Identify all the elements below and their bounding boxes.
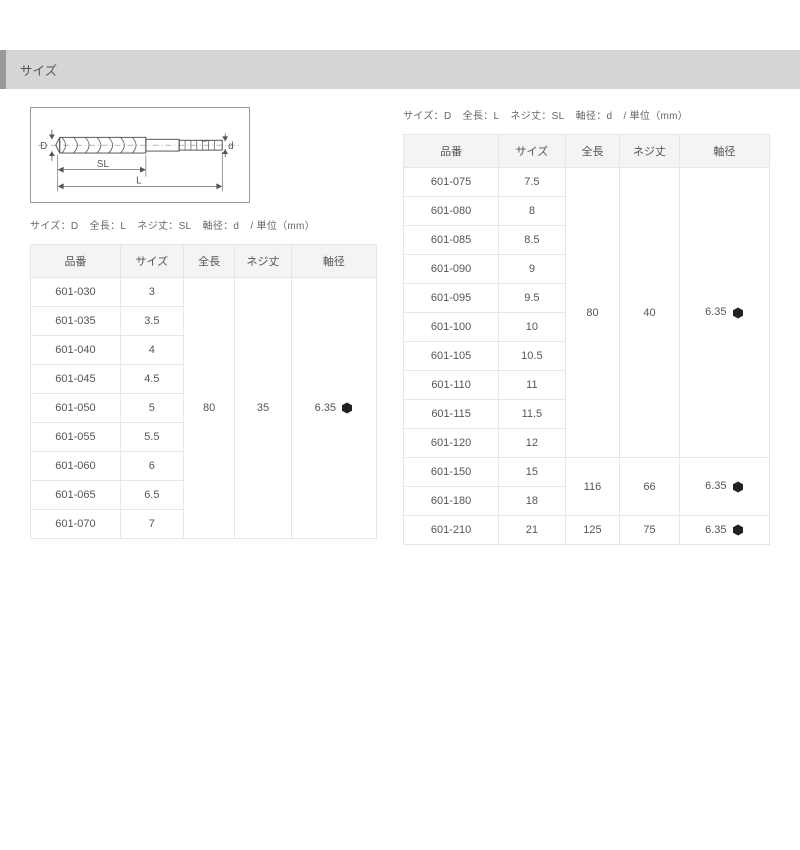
diagram-label-D: D <box>40 141 47 152</box>
cell-size: 4.5 <box>120 365 183 394</box>
left-column: D <box>30 107 377 545</box>
cell-part: 601-210 <box>404 516 499 545</box>
cell-part: 601-110 <box>404 371 499 400</box>
cell-thread: 35 <box>235 278 291 539</box>
table-row: 601-21021125756.35 <box>404 516 770 545</box>
cell-length: 80 <box>565 168 620 458</box>
diagram-label-SL: SL <box>97 159 110 170</box>
cell-part: 601-120 <box>404 429 499 458</box>
legend-length: 全長：L <box>90 221 127 232</box>
cell-length: 116 <box>565 458 620 516</box>
cell-part: 601-050 <box>31 394 121 423</box>
cell-size: 11.5 <box>499 400 566 429</box>
cell-part: 601-090 <box>404 255 499 284</box>
col-thread: ネジ丈 <box>620 135 679 168</box>
cell-size: 6.5 <box>120 481 183 510</box>
cell-part: 601-035 <box>31 307 121 336</box>
col-shank: 軸径 <box>679 135 769 168</box>
cell-size: 5.5 <box>120 423 183 452</box>
legend-thread: ネジ丈：SL <box>510 111 564 122</box>
cell-part: 601-075 <box>404 168 499 197</box>
content-area: D <box>0 107 800 545</box>
cell-length: 125 <box>565 516 620 545</box>
cell-shank: 6.35 <box>291 278 376 539</box>
cell-size: 7.5 <box>499 168 566 197</box>
legend-right: サイズ：D 全長：L ネジ丈：SL 軸径：d / 単位（mm） <box>403 107 770 122</box>
legend-size: サイズ：D <box>403 111 451 122</box>
col-part: 品番 <box>404 135 499 168</box>
cell-part: 601-180 <box>404 487 499 516</box>
cell-shank: 6.35 <box>679 516 769 545</box>
cell-size: 11 <box>499 371 566 400</box>
cell-size: 10.5 <box>499 342 566 371</box>
col-thread: ネジ丈 <box>235 245 291 278</box>
diagram-label-L: L <box>136 175 142 186</box>
cell-thread: 40 <box>620 168 679 458</box>
cell-size: 15 <box>499 458 566 487</box>
col-length: 全長 <box>183 245 235 278</box>
table-row: 601-030380356.35 <box>31 278 377 307</box>
legend-length: 全長：L <box>463 111 500 122</box>
cell-part: 601-045 <box>31 365 121 394</box>
cell-part: 601-030 <box>31 278 121 307</box>
cell-size: 12 <box>499 429 566 458</box>
legend-shank: 軸径：d <box>576 111 613 122</box>
cell-size: 6 <box>120 452 183 481</box>
legend-shank: 軸径：d <box>203 221 240 232</box>
section-header: サイズ <box>0 50 800 89</box>
cell-size: 9 <box>499 255 566 284</box>
cell-size: 4 <box>120 336 183 365</box>
cell-part: 601-060 <box>31 452 121 481</box>
section-title: サイズ <box>20 64 57 78</box>
cell-thread: 66 <box>620 458 679 516</box>
cell-part: 601-115 <box>404 400 499 429</box>
right-spec-table: 品番 サイズ 全長 ネジ丈 軸径 601-0757.580406.35 601-… <box>403 134 770 545</box>
col-shank: 軸径 <box>291 245 376 278</box>
cell-part: 601-080 <box>404 197 499 226</box>
cell-size: 5 <box>120 394 183 423</box>
cell-size: 7 <box>120 510 183 539</box>
drill-diagram: D <box>30 107 250 203</box>
col-size: サイズ <box>120 245 183 278</box>
legend-thread: ネジ丈：SL <box>137 221 191 232</box>
cell-size: 21 <box>499 516 566 545</box>
cell-size: 3 <box>120 278 183 307</box>
cell-part: 601-150 <box>404 458 499 487</box>
cell-size: 9.5 <box>499 284 566 313</box>
cell-size: 8 <box>499 197 566 226</box>
cell-part: 601-040 <box>31 336 121 365</box>
cell-size: 3.5 <box>120 307 183 336</box>
table-header-row: 品番 サイズ 全長 ネジ丈 軸径 <box>404 135 770 168</box>
table-row: 601-0757.580406.35 <box>404 168 770 197</box>
cell-size: 18 <box>499 487 566 516</box>
col-size: サイズ <box>499 135 566 168</box>
legend-left: サイズ：D 全長：L ネジ丈：SL 軸径：d / 単位（mm） <box>30 217 377 232</box>
legend-unit: / 単位（mm） <box>250 221 315 232</box>
left-spec-table: 品番 サイズ 全長 ネジ丈 軸径 601-030380356.35 601-03… <box>30 244 377 539</box>
diagram-label-d: d <box>228 141 233 152</box>
col-part: 品番 <box>31 245 121 278</box>
cell-part: 601-095 <box>404 284 499 313</box>
col-length: 全長 <box>565 135 620 168</box>
table-header-row: 品番 サイズ 全長 ネジ丈 軸径 <box>31 245 377 278</box>
cell-part: 601-105 <box>404 342 499 371</box>
cell-size: 10 <box>499 313 566 342</box>
table-row: 601-15015116666.35 <box>404 458 770 487</box>
cell-part: 601-085 <box>404 226 499 255</box>
legend-unit: / 単位（mm） <box>623 111 688 122</box>
right-column: サイズ：D 全長：L ネジ丈：SL 軸径：d / 単位（mm） 品番 サイズ 全… <box>403 107 770 545</box>
cell-size: 8.5 <box>499 226 566 255</box>
cell-part: 601-100 <box>404 313 499 342</box>
cell-shank: 6.35 <box>679 458 769 516</box>
legend-size: サイズ：D <box>30 221 78 232</box>
cell-part: 601-055 <box>31 423 121 452</box>
cell-thread: 75 <box>620 516 679 545</box>
cell-part: 601-070 <box>31 510 121 539</box>
cell-part: 601-065 <box>31 481 121 510</box>
cell-length: 80 <box>183 278 235 539</box>
cell-shank: 6.35 <box>679 168 769 458</box>
